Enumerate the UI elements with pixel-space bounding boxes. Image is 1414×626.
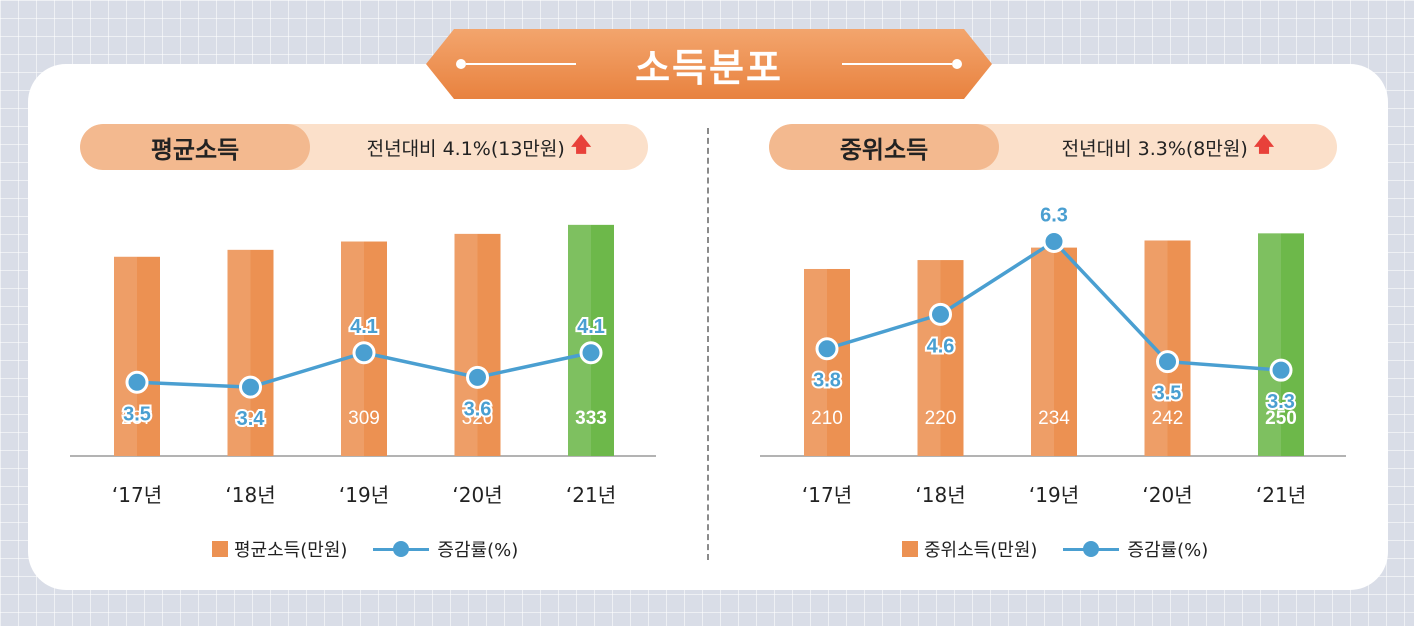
bar-value-label: 320 (462, 408, 494, 429)
banner-shape (426, 29, 992, 99)
legend-bar-label: 평균소득(만원) (234, 540, 348, 561)
bar-value-label: 242 (1152, 408, 1184, 429)
median-income-label: 중위소득 (769, 124, 999, 170)
bar-value-label: 210 (811, 408, 843, 429)
rate-value-label: 4.6 (927, 335, 955, 357)
rate-point (239, 375, 262, 399)
banner-dot-right (952, 59, 962, 69)
rate-value-label: 6.3 (1040, 204, 1068, 226)
bar-value-label: 333 (575, 408, 607, 429)
average-income-summary-text: 전년대비 4.1%(13만원) (366, 137, 565, 160)
bar-value-label: 220 (925, 408, 957, 429)
average-income-chart-svg: 287 ‘17년 297 ‘18년 309 ‘19년 320 ‘20년 333 ‘21년 3.5 3.… (70, 224, 656, 507)
x-tick-label: ‘19년 (339, 483, 389, 507)
rate-value-label: 3.4 (237, 408, 266, 430)
bar-value-label: 250 (1265, 408, 1297, 429)
bar (568, 224, 614, 456)
rate-value-label: 4.1 (577, 316, 605, 338)
panel-divider (707, 128, 709, 560)
x-tick-label: ‘20년 (1142, 483, 1192, 507)
bar-value-label: 297 (235, 408, 267, 429)
x-tick-label: ‘19년 (1029, 483, 1079, 507)
bar-shade (454, 233, 478, 456)
rate-value-label: 3.6 (464, 398, 492, 420)
rate-point (815, 337, 839, 361)
bar-value-label: 234 (1038, 408, 1070, 429)
rate-value-label: 3.5 (1154, 383, 1182, 405)
bar (114, 256, 160, 456)
bar (454, 233, 501, 456)
bar-shade (568, 224, 591, 456)
average-income-label: 평균소득 (80, 124, 310, 170)
legend-bar-swatch (902, 541, 918, 557)
median-income-summary-text: 전년대비 3.3%(8만원) (1061, 137, 1248, 160)
legend-bar-swatch (212, 541, 228, 557)
rate-point (1042, 229, 1066, 253)
average-income-legend: 평균소득(만원) 증감률(%) (212, 536, 518, 562)
bar-shade (114, 256, 137, 456)
legend-line-swatch (373, 541, 430, 557)
rate-point (1269, 358, 1293, 382)
bar (1258, 233, 1304, 456)
rate-point (352, 341, 376, 365)
bar-shade (341, 241, 364, 456)
rate-value-label: 3.8 (813, 370, 841, 392)
bar-shade (1031, 247, 1054, 456)
legend-line-swatch (1063, 541, 1120, 557)
rate-point (929, 302, 952, 326)
rate-point (579, 341, 603, 365)
x-tick-label: ‘17년 (112, 483, 162, 507)
rate-value-label: 3.3 (1267, 391, 1295, 413)
rate-value-label: 4.1 (350, 316, 378, 338)
median-income-summary: 전년대비 3.3%(8만원) 🡅 (999, 124, 1337, 170)
legend-bar-label: 중위소득(만원) (924, 540, 1038, 561)
median-income-chart: 210 ‘17년 220 ‘18년 234 ‘19년 242 ‘20년 250 ‘21년 3.8 4.… (760, 180, 1360, 580)
bar-value-label: 287 (121, 408, 153, 429)
bar-shade (1258, 233, 1281, 456)
rate-value-label: 3.5 (123, 403, 151, 425)
average-income-summary: 전년대비 4.1%(13만원) 🡅 (310, 124, 648, 170)
bar-shade (804, 268, 827, 456)
title-banner: 소득분포 (426, 29, 992, 99)
banner-hexagon (426, 29, 992, 99)
average-income-header: 평균소득 전년대비 4.1%(13만원) 🡅 (80, 124, 648, 170)
legend-line-label: 증감률(%) (437, 540, 519, 561)
up-arrow-icon: 🡅 (1253, 132, 1275, 156)
page-title: 소득분포 (635, 46, 783, 90)
median-income-header: 중위소득 전년대비 3.3%(8만원) 🡅 (769, 124, 1337, 170)
bar (917, 260, 964, 456)
x-tick-label: ‘17년 (802, 483, 852, 507)
rate-point (1156, 350, 1179, 374)
bar-value-label: 309 (348, 408, 380, 429)
bar (227, 249, 274, 456)
x-tick-label: ‘21년 (566, 483, 616, 507)
legend-line-label: 증감률(%) (1127, 540, 1209, 561)
average-income-chart: 287 ‘17년 297 ‘18년 309 ‘19년 320 ‘20년 333 ‘21년 3.5 3.… (70, 180, 670, 580)
x-tick-label: ‘20년 (452, 483, 502, 507)
rate-point (466, 365, 489, 389)
bar (1144, 240, 1191, 456)
banner-dot-left (456, 59, 466, 69)
median-income-legend: 중위소득(만원) 증감률(%) (902, 536, 1208, 562)
bar-shade (227, 249, 251, 456)
rate-point (125, 370, 149, 394)
x-tick-label: ‘18년 (915, 483, 965, 507)
bar (1031, 247, 1077, 456)
up-arrow-icon: 🡅 (570, 132, 592, 156)
x-tick-label: ‘21년 (1256, 483, 1306, 507)
x-tick-label: ‘18년 (225, 483, 275, 507)
bar (804, 268, 850, 456)
median-income-chart-svg: 210 ‘17년 220 ‘18년 234 ‘19년 242 ‘20년 250 ‘21년 3.8 4.… (760, 202, 1346, 507)
